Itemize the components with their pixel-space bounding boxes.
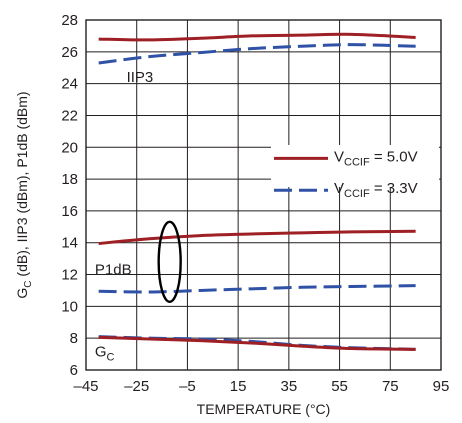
y-tick-label: 22 [61, 107, 78, 124]
y-tick-label: 24 [61, 76, 78, 93]
x-tick-label: 15 [230, 378, 247, 395]
series-line-p1db-5v [98, 229, 416, 246]
legend-background [271, 145, 439, 187]
series-line-iip3-5v [98, 32, 416, 42]
legend-label-dashed-sub: CCIF [344, 188, 370, 200]
y-axis-title: GC (dB), IIP3 (dBm), P1dB (dBm) [14, 91, 34, 298]
series-line-p1db-3v [98, 284, 416, 294]
y-tick-label: 16 [61, 203, 78, 220]
y-tick-label: 6 [70, 362, 78, 379]
annotation-gc-g: G [95, 343, 107, 360]
plot-frame [85, 19, 442, 371]
y-tick-label: 26 [61, 44, 78, 61]
y-tick-label: 12 [61, 267, 78, 284]
y-tick-label: 20 [61, 139, 78, 156]
legend-label-solid: VCCIF = 5.0V [334, 148, 418, 168]
x-tick-label: 95 [433, 378, 450, 395]
y-tick-label: 14 [61, 235, 78, 252]
y-tick-label: 10 [61, 298, 78, 315]
legend-label-dashed-suffix: = 3.3V [370, 180, 418, 197]
x-tick-label: 75 [382, 378, 399, 395]
tick-labels: –45 –25 –5 15 35 55 75 95 6 8 10 12 14 16 18 20 22 24 26 28 [61, 12, 449, 395]
legend-label-solid-sub: CCIF [344, 156, 370, 168]
y-axis-title-sub: C [23, 280, 34, 287]
series-line-iip3-3v [98, 43, 416, 65]
x-tick-label: 35 [281, 378, 298, 395]
legend-label-dashed-prefix: V [334, 180, 344, 197]
legend-label-solid-suffix: = 5.0V [370, 148, 418, 165]
x-tick-label: –25 [124, 378, 149, 395]
y-tick-label: 18 [61, 171, 78, 188]
legend-label-dashed: VCCIF = 3.3V [334, 180, 418, 200]
series-line-gc-5v [98, 335, 416, 351]
y-tick-label: 28 [61, 12, 78, 29]
p1db-group-ellipse [157, 220, 182, 304]
y-axis-title-rest: (dB), IIP3 (dBm), P1dB (dBm) [14, 91, 30, 280]
x-tick-label: –5 [179, 378, 196, 395]
annotation-iip3: IIP3 [127, 69, 154, 86]
x-tick-label: –45 [73, 378, 98, 395]
series-layer [98, 32, 416, 351]
y-tick-label: 8 [70, 330, 78, 347]
x-axis-title: TEMPERATURE (°C) [197, 401, 331, 417]
annotation-gc: GC [95, 343, 115, 363]
legend-label-solid-prefix: V [334, 148, 344, 165]
annotation-gc-sub: C [107, 351, 115, 363]
annotation-p1db: P1dB [95, 262, 132, 279]
legend: VCCIF = 5.0V VCCIF = 3.3V [271, 145, 439, 200]
y-axis-title-g: G [14, 288, 30, 299]
x-tick-label: 55 [331, 378, 348, 395]
